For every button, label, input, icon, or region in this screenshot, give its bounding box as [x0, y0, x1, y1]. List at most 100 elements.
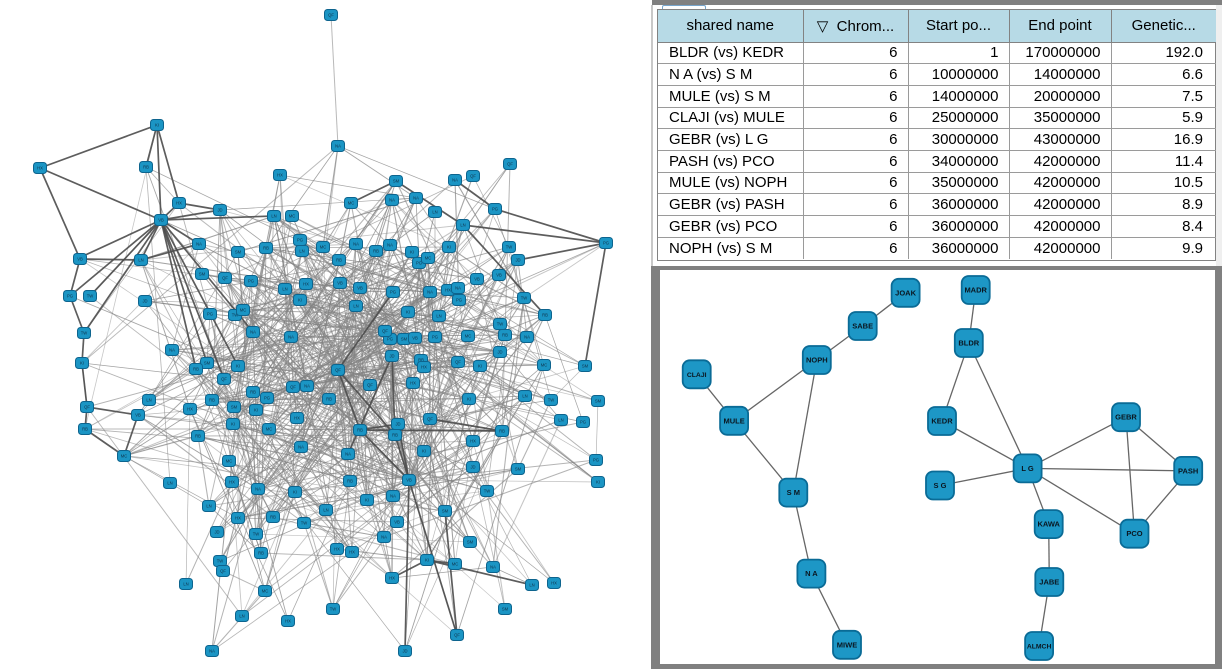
svg-text:PG: PG	[264, 396, 270, 401]
svg-text:HX: HX	[389, 576, 395, 581]
svg-text:RB: RB	[193, 367, 199, 372]
svg-text:KAWA: KAWA	[1037, 520, 1060, 529]
svg-text:QF: QF	[328, 13, 334, 18]
svg-text:JD: JD	[389, 354, 394, 359]
svg-text:QF: QF	[454, 633, 460, 638]
svg-text:PG: PG	[603, 241, 609, 246]
svg-text:HX: HX	[229, 480, 235, 485]
svg-text:MC: MC	[226, 459, 233, 464]
svg-text:VB: VB	[496, 273, 502, 278]
svg-text:LN: LN	[529, 583, 534, 588]
svg-text:PG: PG	[248, 279, 254, 284]
svg-text:PCO: PCO	[1126, 529, 1142, 538]
svg-text:TW: TW	[484, 489, 491, 494]
svg-text:KI: KI	[596, 480, 600, 485]
svg-text:TW: TW	[301, 521, 308, 526]
svg-text:SM: SM	[204, 361, 211, 366]
svg-text:HX: HX	[470, 439, 476, 444]
svg-text:QF: QF	[427, 417, 433, 422]
svg-text:KI: KI	[410, 250, 414, 255]
svg-text:LN: LN	[558, 418, 563, 423]
svg-text:KI: KI	[293, 490, 297, 495]
svg-text:CLAJI: CLAJI	[687, 372, 707, 379]
svg-text:HX: HX	[410, 381, 416, 386]
svg-text:RB: RB	[499, 429, 505, 434]
svg-text:LN: LN	[353, 304, 358, 309]
svg-text:LN: LN	[138, 258, 143, 263]
svg-text:NA: NA	[452, 178, 458, 183]
svg-text:JD: JD	[142, 299, 147, 304]
svg-text:MULE: MULE	[723, 416, 744, 425]
svg-text:RB: RB	[195, 434, 201, 439]
svg-text:HX: HX	[285, 619, 291, 624]
svg-text:TW: TW	[217, 559, 224, 564]
svg-text:QF: QF	[220, 569, 226, 574]
svg-text:QF: QF	[84, 405, 90, 410]
svg-text:KI: KI	[365, 498, 369, 503]
svg-text:HX: HX	[551, 581, 557, 586]
svg-text:KI: KI	[298, 298, 302, 303]
svg-text:PG: PG	[492, 207, 498, 212]
svg-text:RB: RB	[143, 165, 149, 170]
svg-text:MC: MC	[320, 245, 327, 250]
svg-text:SM: SM	[393, 179, 400, 184]
svg-text:RB: RB	[502, 333, 508, 338]
svg-text:NA: NA	[381, 535, 387, 540]
svg-text:MIWE: MIWE	[837, 640, 857, 649]
svg-text:PASH: PASH	[1178, 466, 1198, 475]
svg-text:PG: PG	[416, 261, 422, 266]
svg-text:VB: VB	[357, 286, 363, 291]
svg-text:HX: HX	[349, 550, 355, 555]
svg-text:SM: SM	[515, 467, 522, 472]
svg-text:NA: NA	[413, 196, 419, 201]
svg-text:LN: LN	[436, 314, 441, 319]
svg-text:HX: HX	[187, 407, 193, 412]
svg-text:TW: TW	[232, 313, 239, 318]
svg-text:RB: RB	[326, 397, 332, 402]
svg-text:N A: N A	[805, 569, 818, 578]
svg-text:PG: PG	[207, 312, 213, 317]
svg-text:KI: KI	[80, 361, 84, 366]
svg-text:RB: RB	[336, 258, 342, 263]
svg-text:VB: VB	[77, 257, 83, 262]
svg-text:PG: PG	[456, 298, 462, 303]
svg-text:TW: TW	[521, 296, 528, 301]
svg-text:ALMCH: ALMCH	[1027, 644, 1052, 651]
svg-text:MC: MC	[262, 589, 269, 594]
svg-text:TW: TW	[330, 607, 337, 612]
svg-text:JD: JD	[470, 465, 475, 470]
svg-text:LN: LN	[460, 223, 465, 228]
svg-text:KI: KI	[467, 397, 471, 402]
svg-text:HX: HX	[235, 516, 241, 521]
svg-text:LN: LN	[299, 249, 304, 254]
svg-text:NA: NA	[196, 242, 202, 247]
svg-text:QF: QF	[290, 385, 296, 390]
svg-text:PG: PG	[390, 290, 396, 295]
svg-text:PG: PG	[297, 238, 303, 243]
svg-text:MC: MC	[266, 427, 273, 432]
svg-text:NA: NA	[209, 649, 215, 654]
svg-text:LN: LN	[271, 214, 276, 219]
svg-text:SM: SM	[235, 250, 242, 255]
svg-text:JD: JD	[402, 649, 407, 654]
svg-text:KI: KI	[254, 408, 258, 413]
svg-text:L G: L G	[1021, 464, 1034, 473]
svg-text:RB: RB	[250, 390, 256, 395]
svg-text:SM: SM	[595, 399, 602, 404]
svg-text:TW: TW	[548, 398, 555, 403]
svg-text:NA: NA	[387, 243, 393, 248]
svg-text:NA: NA	[390, 494, 396, 499]
svg-text:RB: RB	[347, 479, 353, 484]
svg-text:NA: NA	[524, 335, 530, 340]
svg-text:QF: QF	[470, 174, 476, 179]
svg-text:QF: QF	[507, 162, 513, 167]
svg-text:VB: VB	[474, 277, 480, 282]
svg-text:SM: SM	[442, 509, 449, 514]
svg-text:QF: QF	[335, 368, 341, 373]
svg-text:NA: NA	[169, 348, 175, 353]
svg-text:KI: KI	[406, 310, 410, 315]
svg-text:RB: RB	[263, 246, 269, 251]
svg-text:TW: TW	[497, 322, 504, 327]
svg-text:GEBR: GEBR	[1115, 413, 1137, 422]
svg-text:RB: RB	[357, 428, 363, 433]
